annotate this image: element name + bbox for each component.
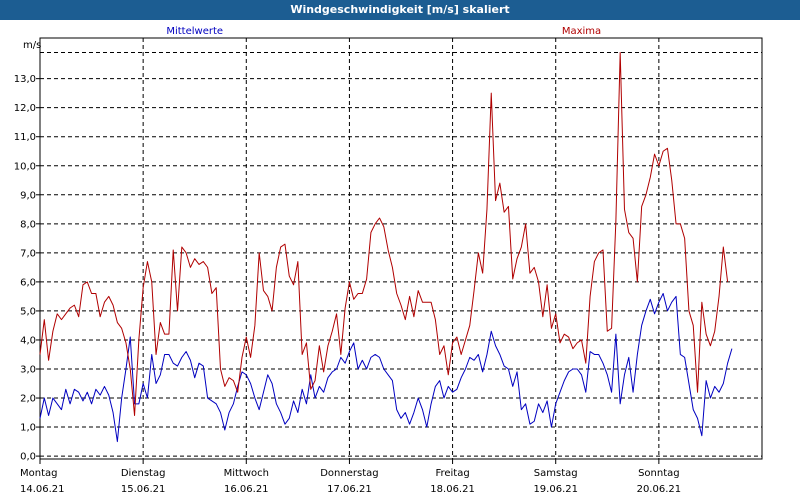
- y-tick-label: 13,0: [14, 74, 36, 85]
- x-tick-label-date: 17.06.21: [327, 484, 372, 495]
- y-tick-label: 4,0: [20, 335, 36, 346]
- x-tick-label-day: Montag: [20, 468, 57, 479]
- x-tick-label-date: 15.06.21: [121, 484, 166, 495]
- x-tick-label-date: 14.06.21: [20, 484, 65, 495]
- x-tick-label-day: Samstag: [534, 468, 578, 479]
- window-title: Windgeschwindigkeit [m/s] skaliert: [0, 0, 800, 20]
- x-tick-label-day: Sonntag: [638, 468, 680, 479]
- series-line-maxima: [39, 52, 729, 416]
- x-tick-label-date: 19.06.21: [533, 484, 578, 495]
- wind-speed-chart: 0,0 1,0 2,0 3,0 4,0 5,0 6,0 7,0 8,0 9,0 10,0 11,0 12…: [0, 20, 800, 500]
- y-tick-label: 10,0: [14, 161, 36, 172]
- y-axis-label: m/s: [23, 40, 41, 51]
- y-tick-label: 8,0: [20, 219, 36, 230]
- y-tick-label: 0,0: [20, 452, 36, 463]
- series-line-mittelwerte: [39, 293, 733, 443]
- y-tick-label: 5,0: [20, 306, 36, 317]
- y-tick-label: 6,0: [20, 277, 36, 288]
- y-tick-label: 9,0: [20, 190, 36, 201]
- x-tick-label-day: Dienstag: [121, 468, 166, 479]
- x-tick-label-day: Donnerstag: [320, 468, 378, 479]
- x-tick-labels: Montag 14.06.21 Dienstag 15.06.21 Mittwoch 16…: [20, 468, 681, 495]
- x-tick-label-day: Mittwoch: [224, 468, 269, 479]
- x-tick-label-day: Freitag: [435, 468, 469, 479]
- y-tick-label: 2,0: [20, 394, 36, 405]
- plot-border: [39, 37, 763, 460]
- y-tick-label: 12,0: [14, 103, 36, 114]
- x-tick-label-date: 20.06.21: [637, 484, 682, 495]
- y-tick-labels: 0,0 1,0 2,0 3,0 4,0 5,0 6,0 7,0 8,0 9,0 10,0 11,0 12…: [14, 74, 36, 462]
- y-tick-label: 7,0: [20, 248, 36, 259]
- y-tick-label: 1,0: [20, 423, 36, 434]
- plot-background: [0, 20, 800, 500]
- plot-frame: [36, 37, 763, 464]
- legend: Mittelwerte Maxima: [166, 26, 601, 37]
- legend-label-mittelwerte: Mittelwerte: [166, 26, 223, 37]
- x-tick-label-date: 18.06.21: [430, 484, 475, 495]
- y-tick-label: 3,0: [20, 364, 36, 375]
- y-tick-label: 11,0: [14, 132, 36, 143]
- legend-label-maxima: Maxima: [562, 26, 601, 37]
- x-tick-label-date: 16.06.21: [224, 484, 269, 495]
- grid-lines: [40, 38, 762, 459]
- series-lines: [39, 52, 733, 443]
